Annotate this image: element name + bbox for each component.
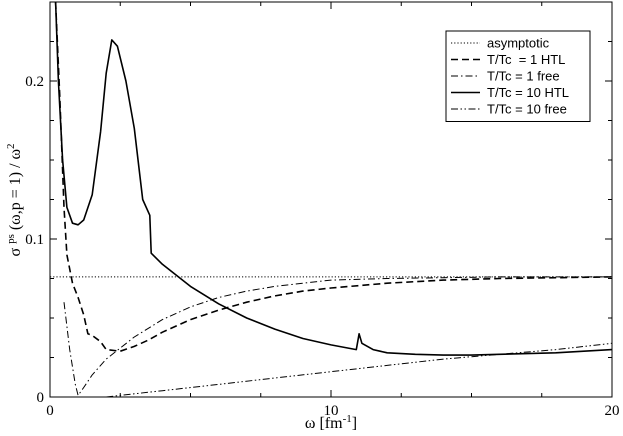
x-tick-label: 10 xyxy=(324,403,339,419)
y-tick-label: 0.1 xyxy=(25,232,44,248)
legend-label-t-tc-10-free: T/Tc = 10 free xyxy=(487,102,567,117)
legend-label-asymptotic: asymptotic xyxy=(487,36,550,51)
series-line-t-tc-1-free xyxy=(63,276,612,396)
ticks-layer: 0 10 20 0 0.1 0.2 xyxy=(25,1,620,419)
series-line-t-tc-10-htl xyxy=(54,2,612,356)
legend-label-t-tc-1-free: T/Tc = 1 free xyxy=(487,69,560,84)
y-tick-label: 0.2 xyxy=(25,74,44,90)
x-axis-title: ω [fm-1] xyxy=(305,413,357,432)
y-axis-title: σ ps (ω,p = 1) / ω2 xyxy=(5,143,24,256)
series-layer xyxy=(50,2,612,397)
legend-label-t-tc-10-htl: T/Tc = 10 HTL xyxy=(487,85,569,100)
x-tick-label: 20 xyxy=(605,403,620,419)
series-line-t-tc-10-free xyxy=(106,342,612,397)
x-tick-label: 0 xyxy=(46,403,54,419)
y-tick-label: 0 xyxy=(37,390,45,406)
series-line-t-tc-1-htl xyxy=(54,2,612,352)
legend-label-t-tc-1-htl: T/Tc = 1 HTL xyxy=(487,52,565,67)
